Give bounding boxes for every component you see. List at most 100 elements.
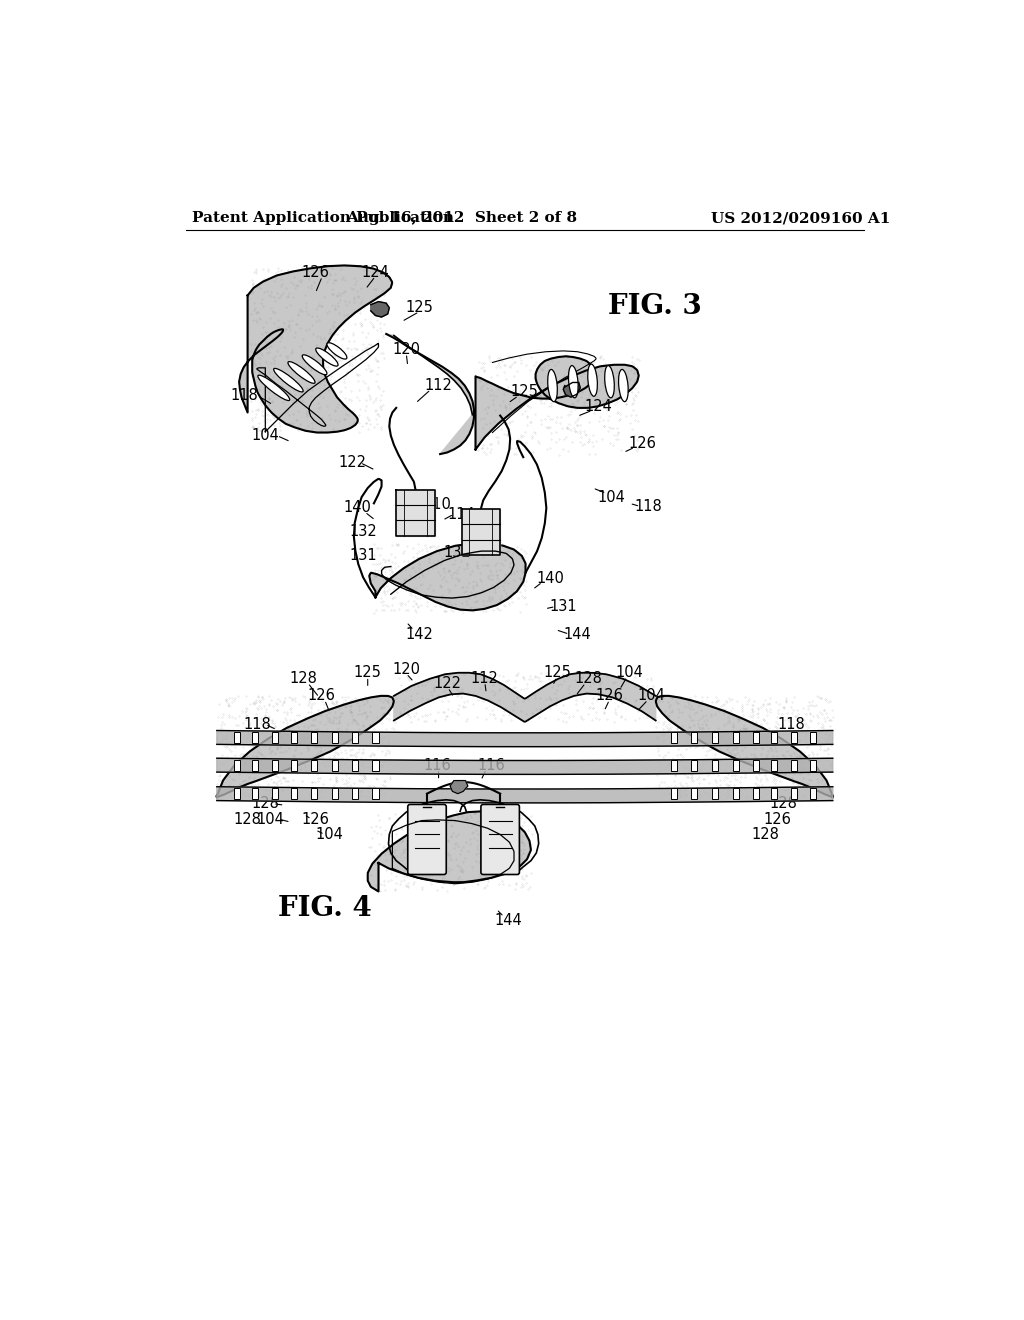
Text: 110: 110 — [423, 498, 451, 512]
Bar — [373, 760, 379, 771]
Bar — [810, 760, 816, 771]
Bar — [332, 733, 338, 743]
Ellipse shape — [588, 364, 597, 396]
Text: 144: 144 — [563, 627, 591, 642]
Bar — [712, 760, 718, 771]
Ellipse shape — [273, 368, 303, 392]
Text: 118: 118 — [230, 388, 258, 403]
Text: 104: 104 — [615, 665, 643, 680]
FancyBboxPatch shape — [408, 804, 446, 874]
Bar — [332, 788, 338, 799]
Text: 125: 125 — [406, 300, 433, 315]
Text: 126: 126 — [629, 436, 656, 451]
Bar — [310, 733, 316, 743]
Bar — [233, 733, 240, 743]
Text: 118: 118 — [634, 499, 662, 513]
Bar — [771, 733, 777, 743]
Text: 124: 124 — [585, 399, 612, 414]
Text: 140: 140 — [344, 500, 372, 516]
Text: 124: 124 — [361, 265, 389, 280]
Ellipse shape — [327, 343, 347, 359]
Text: 104: 104 — [251, 428, 280, 444]
Text: 128: 128 — [290, 672, 317, 686]
Bar — [771, 760, 777, 771]
Text: 104: 104 — [257, 812, 285, 826]
Text: US 2012/0209160 A1: US 2012/0209160 A1 — [711, 211, 890, 226]
Text: FIG. 3: FIG. 3 — [608, 293, 701, 319]
Polygon shape — [655, 696, 833, 797]
Bar — [233, 788, 240, 799]
Ellipse shape — [288, 362, 315, 383]
Text: 131: 131 — [349, 548, 377, 564]
Text: 120: 120 — [392, 342, 420, 356]
Text: Aug. 16, 2012  Sheet 2 of 8: Aug. 16, 2012 Sheet 2 of 8 — [346, 211, 578, 226]
Text: FIG. 4: FIG. 4 — [279, 895, 372, 921]
Bar — [792, 788, 798, 799]
Text: 128: 128 — [251, 796, 280, 812]
Text: 126: 126 — [301, 812, 330, 826]
Bar — [272, 733, 279, 743]
Bar — [671, 788, 677, 799]
Text: 128: 128 — [574, 672, 602, 686]
Text: 120: 120 — [392, 663, 420, 677]
Polygon shape — [217, 730, 833, 747]
Text: 132: 132 — [444, 545, 472, 560]
Text: 118: 118 — [777, 717, 805, 731]
Polygon shape — [217, 696, 394, 797]
Text: 122: 122 — [338, 455, 367, 470]
Bar — [352, 760, 358, 771]
Ellipse shape — [315, 348, 338, 366]
Bar — [712, 788, 718, 799]
Bar — [691, 733, 697, 743]
Text: 116: 116 — [423, 758, 451, 772]
Text: 140: 140 — [537, 570, 564, 586]
Bar — [810, 788, 816, 799]
Text: 116: 116 — [477, 758, 505, 772]
Bar — [753, 788, 759, 799]
Text: 132: 132 — [410, 805, 437, 821]
Polygon shape — [386, 334, 474, 454]
Bar — [691, 788, 697, 799]
Text: 128: 128 — [233, 812, 261, 826]
Bar — [733, 760, 739, 771]
Text: 125: 125 — [543, 665, 571, 680]
Bar — [352, 788, 358, 799]
Text: 104: 104 — [637, 688, 665, 704]
Bar — [671, 760, 677, 771]
Bar — [233, 760, 240, 771]
Bar — [733, 733, 739, 743]
Text: 128: 128 — [770, 796, 798, 812]
Ellipse shape — [618, 370, 628, 401]
Bar — [691, 760, 697, 771]
Bar — [272, 788, 279, 799]
Bar — [252, 788, 258, 799]
Text: 112: 112 — [425, 378, 453, 393]
Polygon shape — [240, 265, 392, 433]
FancyBboxPatch shape — [481, 804, 519, 874]
Polygon shape — [462, 508, 500, 554]
Polygon shape — [451, 780, 468, 793]
Text: 114: 114 — [447, 507, 475, 521]
Bar — [291, 788, 297, 799]
Text: 131: 131 — [550, 599, 578, 614]
Ellipse shape — [605, 366, 614, 397]
Ellipse shape — [548, 370, 557, 401]
Text: 112: 112 — [471, 671, 499, 685]
Bar — [310, 788, 316, 799]
Polygon shape — [370, 544, 525, 610]
Polygon shape — [217, 787, 833, 803]
Text: 144: 144 — [494, 913, 522, 928]
Bar — [332, 760, 338, 771]
Text: 142: 142 — [406, 627, 433, 642]
Bar — [272, 760, 279, 771]
Bar — [310, 760, 316, 771]
Polygon shape — [394, 673, 655, 722]
Text: 131: 131 — [437, 857, 465, 871]
Text: 104: 104 — [598, 490, 626, 504]
Text: 126: 126 — [764, 812, 792, 826]
Text: 132: 132 — [483, 805, 511, 821]
Polygon shape — [371, 302, 389, 317]
Text: 126: 126 — [596, 688, 624, 704]
Bar — [373, 733, 379, 743]
Bar — [252, 760, 258, 771]
